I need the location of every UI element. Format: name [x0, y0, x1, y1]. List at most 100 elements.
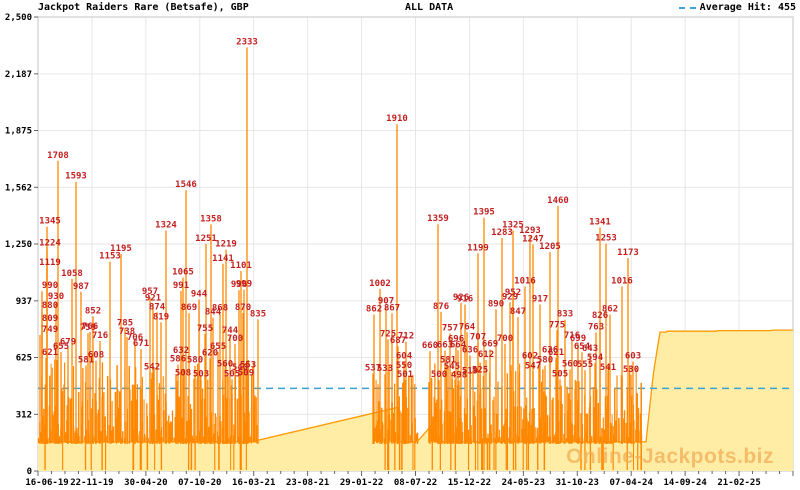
svg-text:1,250: 1,250: [5, 240, 32, 250]
svg-text:16-06-19: 16-06-19: [25, 478, 68, 488]
svg-text:1219: 1219: [215, 240, 237, 250]
svg-text:669: 669: [482, 340, 498, 350]
axis-layer: 0 312 625 937 1,250 1,562 1,875 2,187 2,500 16-06…: [5, 13, 794, 488]
svg-text:764: 764: [459, 322, 476, 332]
svg-text:917: 917: [532, 294, 548, 304]
svg-text:581: 581: [440, 355, 456, 365]
svg-text:655: 655: [53, 342, 69, 352]
svg-text:759: 759: [80, 323, 96, 333]
svg-text:1205: 1205: [539, 242, 561, 252]
svg-text:1247: 1247: [522, 235, 544, 245]
svg-text:550: 550: [396, 361, 412, 371]
svg-text:819: 819: [153, 312, 169, 322]
svg-text:1546: 1546: [175, 180, 197, 190]
svg-text:1359: 1359: [427, 214, 449, 224]
svg-text:537: 537: [365, 363, 381, 373]
svg-text:1593: 1593: [65, 172, 87, 182]
svg-text:509: 509: [238, 369, 254, 379]
svg-text:541: 541: [600, 363, 616, 373]
svg-text:862: 862: [602, 304, 618, 314]
svg-text:952: 952: [505, 288, 521, 298]
svg-text:31-10-23: 31-10-23: [556, 478, 599, 488]
svg-text:594: 594: [587, 353, 604, 363]
average-line-legend-icon: [678, 6, 696, 9]
svg-text:1,562: 1,562: [5, 183, 32, 193]
svg-text:498: 498: [451, 371, 467, 381]
svg-text:844: 844: [205, 308, 222, 318]
svg-text:1345: 1345: [39, 217, 61, 227]
svg-text:1058: 1058: [61, 269, 83, 279]
average-hit-legend: Average Hit: 455: [678, 2, 796, 13]
svg-text:1283: 1283: [491, 228, 513, 238]
svg-text:707: 707: [470, 333, 486, 343]
svg-text:757: 757: [442, 324, 458, 334]
svg-text:687: 687: [390, 336, 406, 346]
svg-text:696: 696: [448, 335, 464, 345]
svg-text:525: 525: [472, 366, 488, 376]
hit-spikes-layer: [37, 47, 643, 470]
svg-text:655: 655: [210, 342, 226, 352]
svg-text:1195: 1195: [110, 244, 132, 254]
svg-text:608: 608: [88, 351, 104, 361]
svg-text:835: 835: [250, 309, 266, 319]
svg-text:671: 671: [133, 339, 149, 349]
svg-text:503: 503: [193, 370, 209, 380]
svg-text:869: 869: [181, 303, 197, 313]
svg-text:1251: 1251: [195, 234, 217, 244]
svg-text:1199: 1199: [467, 243, 489, 253]
svg-text:21-02-25: 21-02-25: [717, 478, 760, 488]
svg-text:990: 990: [42, 281, 58, 291]
svg-text:530: 530: [623, 365, 639, 375]
svg-text:508: 508: [175, 369, 191, 379]
svg-text:987: 987: [73, 282, 89, 292]
svg-text:921: 921: [145, 294, 161, 304]
svg-text:542: 542: [144, 363, 160, 373]
svg-text:1173: 1173: [617, 248, 639, 258]
svg-text:890: 890: [488, 299, 504, 309]
svg-text:664: 664: [450, 340, 467, 350]
svg-text:826: 826: [592, 311, 608, 321]
svg-text:23-08-21: 23-08-21: [286, 478, 329, 488]
svg-text:24-05-23: 24-05-23: [502, 478, 545, 488]
svg-text:785: 785: [117, 318, 133, 328]
svg-text:716: 716: [564, 331, 580, 341]
svg-text:876: 876: [433, 302, 449, 312]
chart-period-label: ALL DATA: [405, 2, 454, 13]
svg-text:766: 766: [82, 322, 98, 332]
svg-text:999: 999: [236, 280, 252, 290]
svg-text:957: 957: [142, 287, 158, 297]
svg-text:08-07-22: 08-07-22: [394, 478, 437, 488]
svg-text:712: 712: [398, 332, 414, 342]
svg-text:22-11-19: 22-11-19: [70, 478, 113, 488]
svg-text:533: 533: [377, 364, 393, 374]
svg-text:505: 505: [224, 369, 240, 379]
svg-text:870: 870: [235, 303, 251, 313]
watermark: Online-Jackpots.biz: [566, 445, 774, 468]
svg-text:700: 700: [497, 334, 513, 344]
svg-text:29-01-22: 29-01-22: [340, 478, 383, 488]
svg-text:500: 500: [431, 370, 447, 380]
svg-text:868: 868: [212, 303, 228, 313]
svg-text:30-04-20: 30-04-20: [124, 478, 167, 488]
svg-text:996: 996: [231, 280, 247, 290]
svg-text:621: 621: [548, 348, 564, 358]
svg-text:636: 636: [542, 346, 558, 356]
svg-text:763: 763: [588, 322, 604, 332]
svg-text:553: 553: [240, 361, 256, 371]
svg-text:560: 560: [562, 359, 578, 369]
svg-text:1910: 1910: [386, 114, 408, 124]
svg-text:16-03-21: 16-03-21: [232, 478, 275, 488]
svg-text:501: 501: [397, 370, 413, 380]
svg-text:15-12-22: 15-12-22: [448, 478, 491, 488]
svg-text:809: 809: [42, 314, 58, 324]
svg-text:636: 636: [462, 346, 478, 356]
svg-text:867: 867: [384, 304, 400, 314]
svg-text:1460: 1460: [547, 196, 569, 206]
svg-text:580: 580: [537, 356, 553, 366]
svg-text:07-10-20: 07-10-20: [178, 478, 221, 488]
svg-text:944: 944: [191, 290, 208, 300]
svg-text:700: 700: [227, 334, 243, 344]
svg-text:907: 907: [378, 296, 394, 306]
average-hit-label: Average Hit: 455: [699, 2, 796, 13]
